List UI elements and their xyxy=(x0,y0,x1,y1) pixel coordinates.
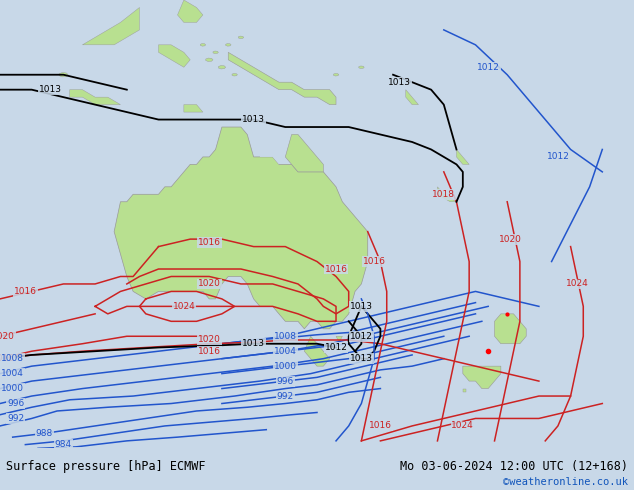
Polygon shape xyxy=(213,51,218,53)
Text: 996: 996 xyxy=(7,399,25,408)
Polygon shape xyxy=(178,0,203,23)
Text: 1016: 1016 xyxy=(14,287,37,296)
Text: 1013: 1013 xyxy=(39,85,62,94)
Polygon shape xyxy=(232,74,237,76)
Polygon shape xyxy=(114,127,368,329)
Polygon shape xyxy=(463,389,466,392)
Text: 1020: 1020 xyxy=(198,336,221,344)
Text: 984: 984 xyxy=(55,440,72,449)
Polygon shape xyxy=(359,66,364,69)
Polygon shape xyxy=(226,44,231,46)
Text: 1016: 1016 xyxy=(363,257,385,266)
Text: 1013: 1013 xyxy=(242,339,265,348)
Polygon shape xyxy=(82,7,139,45)
Polygon shape xyxy=(70,90,120,105)
Text: 1013: 1013 xyxy=(242,115,265,124)
Text: 1016: 1016 xyxy=(198,238,221,247)
Text: 1020: 1020 xyxy=(0,332,15,341)
Polygon shape xyxy=(200,44,205,46)
Polygon shape xyxy=(406,90,418,105)
Text: 996: 996 xyxy=(276,377,294,386)
Text: 1008: 1008 xyxy=(1,354,24,363)
Polygon shape xyxy=(158,45,190,67)
Text: 1016: 1016 xyxy=(0,354,15,363)
Text: 1013: 1013 xyxy=(350,354,373,363)
Text: 1012: 1012 xyxy=(547,152,569,161)
Polygon shape xyxy=(260,142,279,165)
Text: 1008: 1008 xyxy=(274,332,297,341)
Text: 1012: 1012 xyxy=(477,63,500,72)
Text: 1013: 1013 xyxy=(350,302,373,311)
Text: 992: 992 xyxy=(7,414,25,423)
Text: 1016: 1016 xyxy=(369,421,392,430)
Text: Mo 03-06-2024 12:00 UTC (12+168): Mo 03-06-2024 12:00 UTC (12+168) xyxy=(399,460,628,473)
Text: 1000: 1000 xyxy=(1,384,24,393)
Text: 1020: 1020 xyxy=(198,279,221,289)
Polygon shape xyxy=(228,52,336,105)
Polygon shape xyxy=(456,149,469,165)
Polygon shape xyxy=(336,336,342,342)
Text: 1000: 1000 xyxy=(274,362,297,370)
Polygon shape xyxy=(238,36,243,39)
Text: ©weatheronline.co.uk: ©weatheronline.co.uk xyxy=(503,477,628,487)
Text: 1024: 1024 xyxy=(451,421,474,430)
Text: 1024: 1024 xyxy=(566,279,588,289)
Polygon shape xyxy=(333,74,339,76)
Polygon shape xyxy=(304,336,330,366)
Text: 988: 988 xyxy=(36,429,53,438)
Text: 992: 992 xyxy=(276,392,294,400)
Text: 1013: 1013 xyxy=(388,78,411,87)
Polygon shape xyxy=(59,73,68,77)
Text: 1020: 1020 xyxy=(499,235,522,244)
Polygon shape xyxy=(437,187,456,202)
Polygon shape xyxy=(219,66,226,69)
Polygon shape xyxy=(285,135,323,172)
Text: 1012: 1012 xyxy=(325,343,347,352)
Polygon shape xyxy=(463,366,501,389)
Text: 1004: 1004 xyxy=(1,369,24,378)
Text: 1012: 1012 xyxy=(350,332,373,341)
Text: 1016: 1016 xyxy=(198,347,221,356)
Polygon shape xyxy=(184,105,203,112)
Text: Surface pressure [hPa] ECMWF: Surface pressure [hPa] ECMWF xyxy=(6,460,206,473)
Text: 980: 980 xyxy=(67,447,85,457)
Text: 1024: 1024 xyxy=(172,302,195,311)
Text: 1004: 1004 xyxy=(274,347,297,356)
Text: 1016: 1016 xyxy=(325,265,347,273)
Polygon shape xyxy=(495,314,526,344)
Polygon shape xyxy=(206,58,213,62)
Text: 1018: 1018 xyxy=(432,190,455,199)
